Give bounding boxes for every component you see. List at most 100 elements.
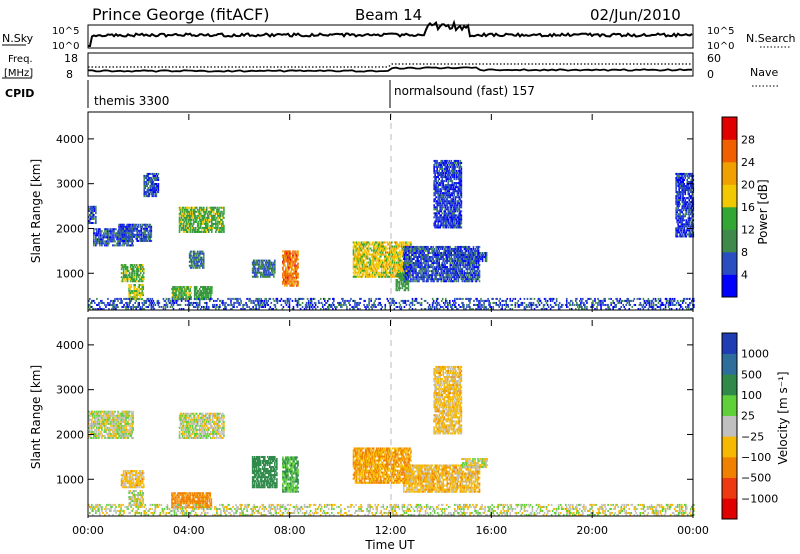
power-cell xyxy=(122,227,124,230)
power-cell xyxy=(376,245,379,248)
power-cell xyxy=(684,185,687,188)
power-cell xyxy=(481,254,484,257)
power-cell xyxy=(444,190,447,193)
power-cell xyxy=(197,226,200,229)
power-cell xyxy=(173,288,175,291)
power-cell xyxy=(426,270,428,273)
power-cell xyxy=(360,245,363,248)
power-cell xyxy=(406,247,408,250)
power-cell xyxy=(146,174,149,177)
power-cell xyxy=(155,193,158,196)
power-cell xyxy=(124,266,127,269)
power-cell xyxy=(412,268,414,271)
power-cell xyxy=(95,211,97,214)
power-cell xyxy=(198,216,201,219)
power-cell xyxy=(449,270,452,273)
power-cell xyxy=(460,200,463,203)
power-cell xyxy=(207,214,210,217)
power-cell xyxy=(675,229,677,232)
power-cell xyxy=(266,261,269,264)
power-cell xyxy=(216,216,218,219)
power-cell xyxy=(268,273,271,276)
date-title: 02/Jun/2010 xyxy=(590,6,681,24)
power-cell xyxy=(464,278,467,281)
power-cell xyxy=(139,270,142,273)
power-cell xyxy=(452,165,455,168)
power-cell xyxy=(449,258,452,261)
power-cell xyxy=(392,271,394,274)
power-cell xyxy=(441,268,444,271)
power-cell xyxy=(443,192,446,195)
power-cell xyxy=(99,228,101,231)
power-cell xyxy=(402,271,404,274)
power-cell xyxy=(362,247,365,250)
power-cell xyxy=(472,262,475,265)
power-cell xyxy=(119,244,121,247)
power-cell xyxy=(143,178,146,181)
power-cell xyxy=(112,240,114,243)
power-cell xyxy=(448,224,451,227)
power-cell xyxy=(102,238,104,241)
power-cell xyxy=(444,196,447,199)
power-cell xyxy=(455,247,458,250)
power-cell xyxy=(460,167,463,171)
power-cell xyxy=(393,263,395,266)
power-cell xyxy=(380,263,383,266)
power-cell xyxy=(434,268,436,271)
power-cell xyxy=(189,286,191,289)
power-cell xyxy=(130,278,133,281)
power-cell xyxy=(429,251,431,255)
power-cell xyxy=(285,276,287,279)
power-cell xyxy=(442,163,445,166)
power-cell xyxy=(266,265,269,268)
power-cell xyxy=(395,255,397,258)
power-cell xyxy=(431,249,433,252)
power-cell xyxy=(688,231,691,234)
power-cell xyxy=(482,254,485,257)
power-cell xyxy=(207,286,210,289)
power-cell xyxy=(171,288,173,291)
power-cell xyxy=(444,264,447,267)
power-cell xyxy=(441,200,444,203)
power-cell xyxy=(125,276,128,279)
power-cell xyxy=(362,265,365,268)
power-cell xyxy=(441,218,444,221)
power-cell xyxy=(150,193,153,196)
power-cell xyxy=(286,276,288,279)
power-cell xyxy=(178,222,181,225)
power-cell xyxy=(198,298,201,301)
power-cell xyxy=(192,208,195,211)
power-cell xyxy=(435,218,437,221)
power-cell xyxy=(681,201,684,204)
power-cell xyxy=(455,222,458,225)
power-cell xyxy=(434,159,436,162)
power-cell xyxy=(444,206,447,209)
power-cell xyxy=(136,264,139,267)
power-cell xyxy=(118,229,120,232)
power-cell xyxy=(179,210,182,213)
power-cell xyxy=(122,268,125,271)
power-cell xyxy=(271,267,273,270)
power-cell xyxy=(675,191,677,194)
power-cell xyxy=(467,262,470,265)
power-cell xyxy=(388,271,391,274)
power-cell xyxy=(463,266,466,269)
power-cell xyxy=(453,251,456,255)
power-cell xyxy=(452,163,455,166)
power-cell xyxy=(398,261,400,264)
power-cell xyxy=(128,294,130,297)
power-cell xyxy=(95,219,97,222)
power-cell xyxy=(113,240,115,243)
power-cell xyxy=(123,233,125,236)
power-cell xyxy=(215,224,217,227)
power-cell xyxy=(435,272,437,275)
power-cell xyxy=(413,245,415,248)
power-cell xyxy=(447,196,450,199)
power-cell xyxy=(184,216,187,219)
power-cell xyxy=(426,256,428,259)
power-cell xyxy=(401,271,403,274)
power-cell xyxy=(268,265,271,268)
power-cell xyxy=(450,170,453,173)
power-cell xyxy=(466,266,469,269)
power-cell xyxy=(679,227,681,230)
